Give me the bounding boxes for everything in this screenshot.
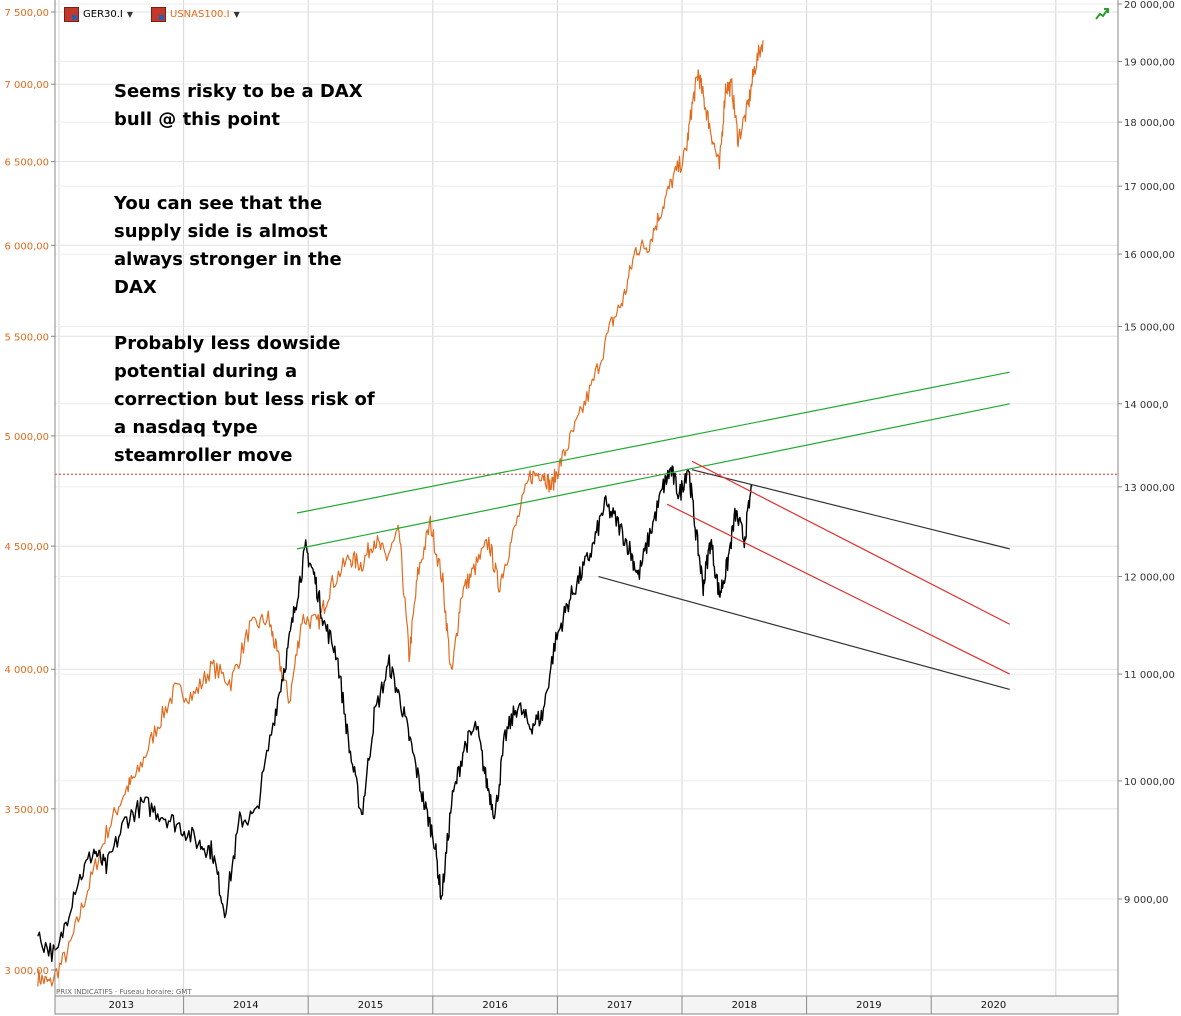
x-tick-label: 2017 <box>607 1000 632 1011</box>
left-tick-label: 7 000,00 <box>4 80 49 91</box>
left-tick-label: 4 500,00 <box>4 542 49 553</box>
trend-up-icon[interactable] <box>1094 6 1110 22</box>
left-tick-label: 6 500,00 <box>4 158 49 169</box>
annotation-text: Seems risky to be a DAX bull @ this point… <box>113 81 375 466</box>
annotation-line: You can see that the <box>113 193 322 214</box>
x-tick-label: 2016 <box>482 1000 507 1011</box>
x-tick-label: 2013 <box>109 1000 134 1011</box>
right-tick-label: 17 000,00 <box>1124 182 1175 193</box>
left-tick-label: 3 000,00 <box>4 966 49 977</box>
trend-line-red-upper <box>691 460 1010 625</box>
left-tick-label: 3 500,00 <box>4 805 49 816</box>
x-tick-label: 2018 <box>732 1000 757 1011</box>
legend-ger30[interactable]: GER30.I ▼ <box>64 6 133 22</box>
legend-usnas100-label: USNAS100.I <box>170 8 230 20</box>
right-tick-label: 10 000,00 <box>1124 777 1175 788</box>
left-tick-label: 5 500,00 <box>4 332 49 343</box>
annotation-line: Probably less dowside <box>114 333 340 354</box>
chevron-down-icon[interactable]: ▼ <box>233 9 240 19</box>
left-tick-label: 7 500,00 <box>4 8 49 19</box>
annotation-line: always stronger in the <box>114 249 342 270</box>
left-tick-label: 5 000,00 <box>4 432 49 443</box>
annotation-line: Seems risky to be a DAX <box>114 81 363 102</box>
x-axis-band <box>54 995 1119 1015</box>
axes: 7 500,00 7 000,00 6 500,00 6 000,00 5 500,00… <box>4 0 1175 1015</box>
cfd-icon <box>151 6 166 22</box>
annotation-line: bull @ this point <box>114 109 280 130</box>
right-tick-label: 11 000,00 <box>1124 670 1175 681</box>
x-tick-label: 2019 <box>856 1000 881 1011</box>
left-tick-label: 4 000,00 <box>4 665 49 676</box>
annotation-line: correction but less risk of <box>114 389 375 410</box>
annotation-line: supply side is almost <box>114 221 328 242</box>
right-tick-label: 18 000,00 <box>1124 118 1175 129</box>
right-tick-label: 9 000,00 <box>1124 895 1169 906</box>
right-tick-label: 14 000,0 <box>1124 400 1169 411</box>
right-tick-label: 20 000,00 <box>1124 0 1175 11</box>
right-tick-label: 19 000,00 <box>1124 57 1175 68</box>
x-tick-label: 2015 <box>358 1000 383 1011</box>
annotation-line: a nasdaq type <box>114 417 258 438</box>
trend-line-red-lower <box>666 503 1010 675</box>
trend-line-green-upper <box>296 371 1010 514</box>
series-line-usnas100-i <box>37 40 764 987</box>
right-tick-label: 16 000,00 <box>1124 250 1175 261</box>
annotation-line: steamroller move <box>114 445 292 466</box>
source-note: PRIX INDICATIFS · Fuseau horaire: GMT <box>56 988 192 996</box>
trend-lines <box>296 371 1010 691</box>
annotation-line: DAX <box>114 277 157 298</box>
annotation-line: potential during a <box>114 361 297 382</box>
series-group <box>37 40 764 987</box>
x-tick-label: 2014 <box>233 1000 258 1011</box>
plot-area <box>55 0 1118 996</box>
trend-line-black-lower <box>598 575 1010 691</box>
trend-line-black-upper <box>691 469 1010 550</box>
left-tick-label: 6 000,00 <box>4 241 49 252</box>
legend-usnas100[interactable]: USNAS100.I ▼ <box>151 6 240 22</box>
right-tick-label: 13 000,00 <box>1124 483 1175 494</box>
cfd-icon <box>64 6 79 22</box>
trend-line-green-lower <box>296 403 1010 550</box>
right-tick-label: 15 000,00 <box>1124 322 1175 333</box>
right-tick-label: 12 000,00 <box>1124 573 1175 584</box>
x-tick-label: 2020 <box>981 1000 1006 1011</box>
chevron-down-icon[interactable]: ▼ <box>126 9 134 19</box>
series-line-ger30-i <box>37 465 753 962</box>
legend-ger30-label: GER30.I <box>83 8 123 20</box>
